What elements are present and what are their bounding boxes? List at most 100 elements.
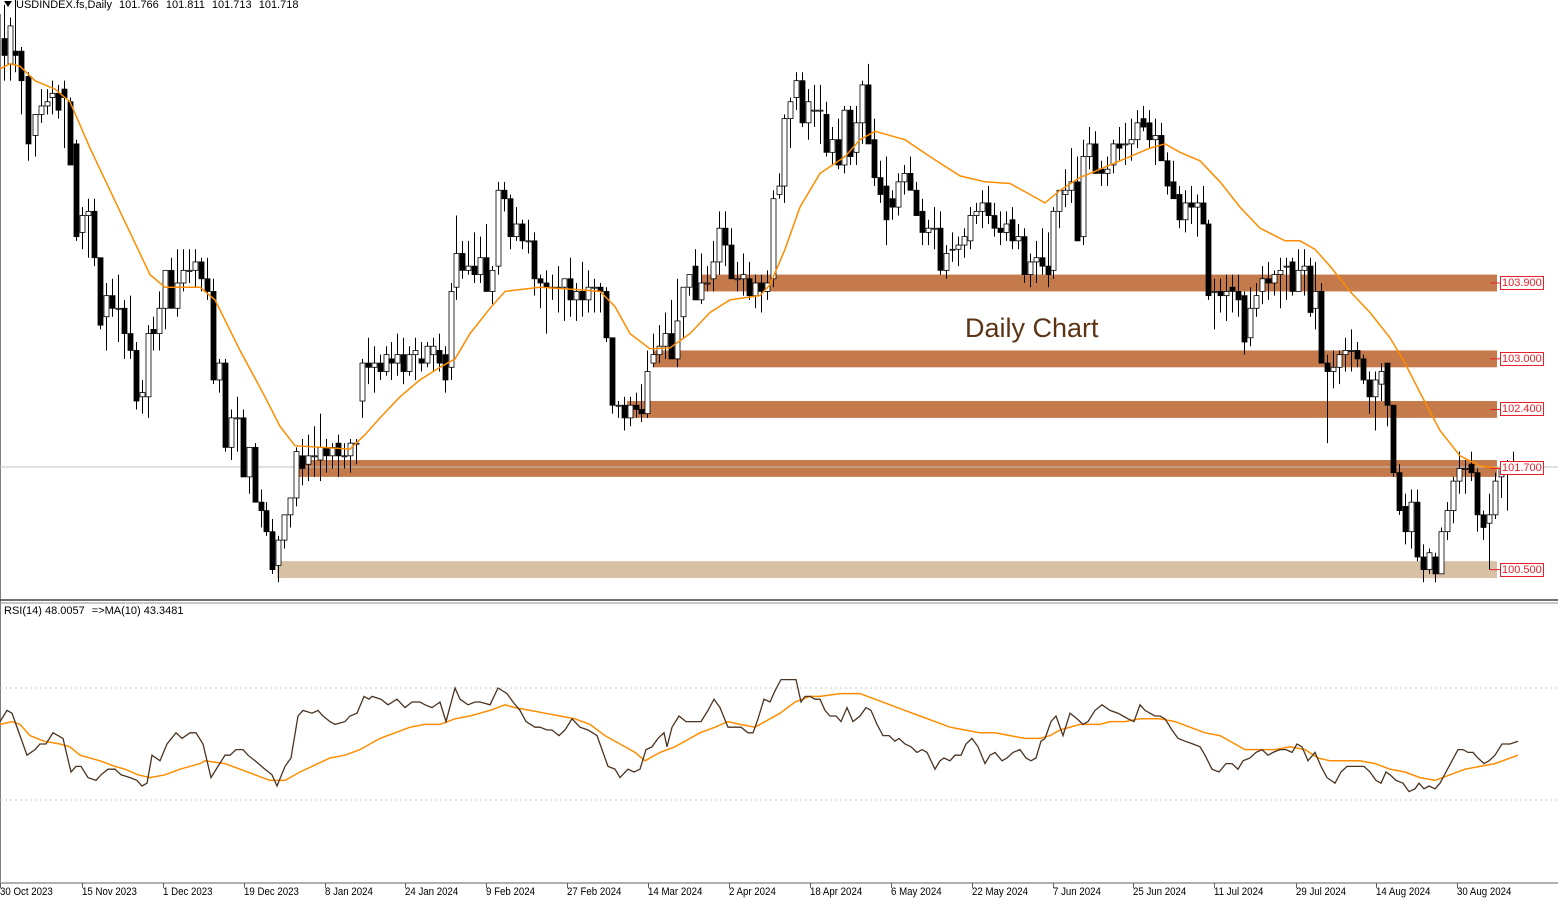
candle [1390,404,1397,477]
candle [1366,371,1373,414]
candle [483,223,490,292]
price-tag-103.900[interactable]: 103.900 [1500,276,1544,290]
candle [1003,211,1010,241]
time-axis-label: 7 Jun 2024 [1053,886,1101,898]
candle [109,278,116,317]
open-value: 101.766 [119,0,159,11]
candle [799,72,806,128]
candle [1128,118,1135,161]
candle [1420,544,1427,583]
price-tag-101.700[interactable]: 101.700 [1500,461,1544,476]
zone-100.500[interactable] [277,561,1497,579]
candle [1015,223,1022,250]
candle [1360,354,1367,385]
candle [531,232,538,296]
candle [722,211,729,267]
rsi-ma-line [0,692,1519,782]
candle [973,202,980,224]
candle [615,401,622,418]
candle [115,274,122,343]
candle [704,266,711,292]
collapse-triangle-icon[interactable] [4,1,12,7]
candle [913,181,920,216]
candle [770,190,777,288]
candle [907,156,914,191]
candle [7,17,14,81]
candle [1116,127,1123,161]
candle [240,409,247,478]
candle [305,434,312,482]
candle [997,211,1004,246]
candle [662,312,669,359]
candle [537,274,544,309]
candle [555,266,562,313]
candle [1027,253,1034,288]
candle [394,333,401,376]
price-tag-102.400[interactable]: 102.400 [1500,402,1544,417]
candle [507,194,514,250]
candle [210,278,217,385]
candle [1301,249,1308,296]
candle [1432,552,1439,583]
candle [1277,257,1284,309]
time-axis-label: 27 Feb 2024 [567,886,622,898]
candle [246,446,253,494]
zone-101.700[interactable] [299,460,1497,477]
candle [853,105,860,165]
candle [811,84,818,128]
candle [871,118,878,187]
candle [383,346,390,376]
candle [519,219,526,250]
zone-103.900[interactable] [702,274,1497,292]
high-value: 101.811 [165,0,205,11]
candle [1414,489,1421,562]
candle [597,283,604,313]
candle [692,249,699,301]
candle [979,190,986,229]
zone-102.400[interactable] [627,401,1497,418]
candle [1062,169,1069,208]
candle [841,105,848,174]
candle [1104,156,1111,187]
time-axis-label: 15 Nov 2023 [82,886,137,898]
candle [25,72,32,161]
candle [442,346,449,393]
candle [1324,354,1331,444]
price-tag-connectors [1490,282,1500,571]
candle [1033,240,1040,283]
candle [1492,472,1499,520]
candle [471,232,478,283]
price-tag-103.000[interactable]: 103.000 [1500,351,1544,366]
candle [931,207,938,250]
candle [448,283,455,380]
candle [1164,152,1171,195]
candle [1396,464,1403,515]
candlesticks [1,0,1517,583]
candle [621,396,628,431]
price-tag-100.500[interactable]: 100.500 [1500,562,1544,577]
candle [1098,160,1105,187]
candle [38,89,45,123]
candle [1134,110,1141,149]
candle [1223,274,1230,321]
candle [793,72,800,111]
candle [1295,249,1302,292]
candle [1170,160,1177,200]
candle [79,207,86,250]
time-axis-label: 25 Jun 2024 [1133,886,1187,898]
zone-103.000[interactable] [653,350,1497,368]
candle [436,333,443,372]
candle [281,514,288,549]
candle [1456,451,1463,494]
candle [145,325,152,418]
candle [234,396,241,452]
candle [1074,156,1081,242]
candle [258,489,265,528]
candle [776,173,783,199]
candle [1474,468,1481,532]
candle [829,127,836,165]
candle [501,181,508,212]
candle [1080,139,1087,246]
